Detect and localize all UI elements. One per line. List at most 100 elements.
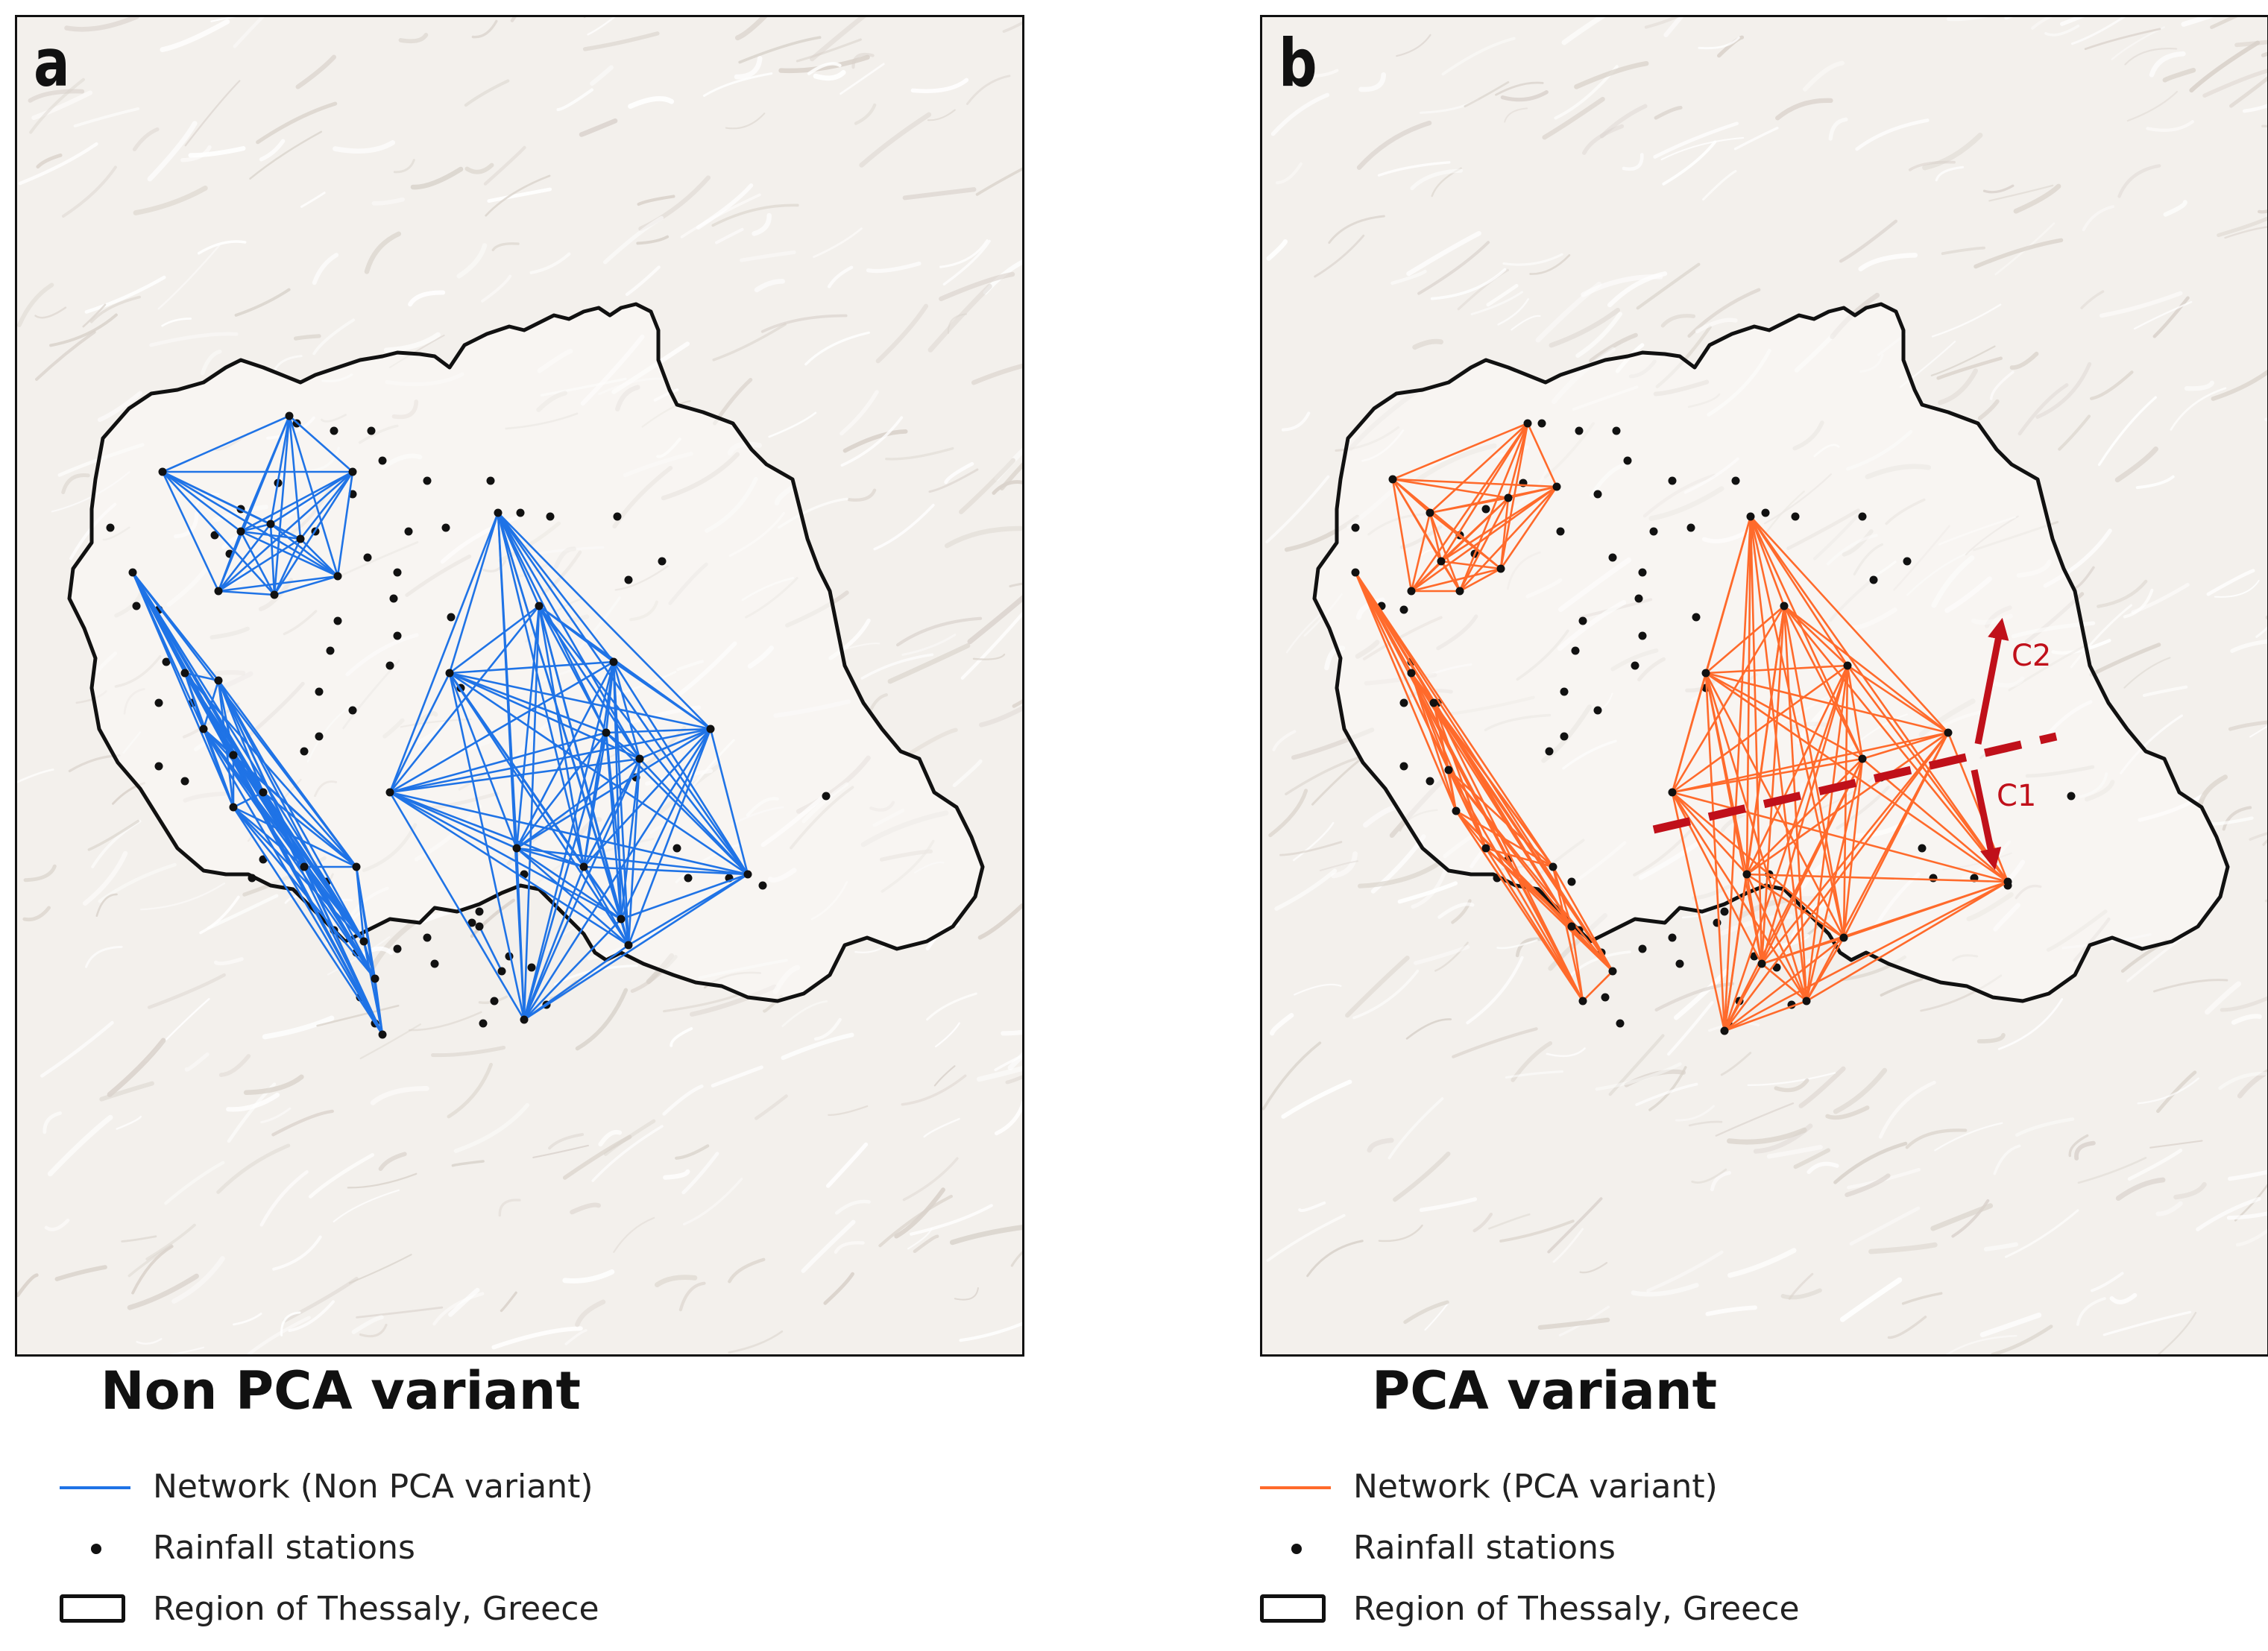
- network-node: [1552, 482, 1561, 491]
- network-edge: [605, 727, 711, 734]
- network-node: [1701, 669, 1710, 678]
- legend-item-stations: Rainfall stations: [1256, 1526, 1927, 1570]
- network-edge: [1432, 702, 1554, 868]
- network-edge: [523, 605, 541, 1020]
- network-edge: [270, 470, 353, 525]
- network-node: [2003, 877, 2012, 886]
- network-node: [579, 862, 588, 871]
- network-edge: [217, 680, 358, 868]
- network-node: [1407, 587, 1416, 596]
- network-node: [617, 915, 626, 924]
- network-edge: [583, 728, 711, 868]
- network-edge: [1862, 731, 1949, 760]
- station-dot-symbol: [1291, 1544, 1302, 1554]
- network-node: [624, 941, 633, 950]
- network-node: [259, 788, 268, 797]
- station-dot: [393, 944, 402, 953]
- network-edge: [523, 866, 585, 1020]
- station-dot: [486, 476, 495, 485]
- network-edge: [639, 727, 711, 760]
- network-edge: [1447, 769, 1614, 972]
- network-edge: [1354, 572, 1458, 812]
- network-edge: [1745, 516, 1752, 875]
- station-dot: [1571, 646, 1580, 655]
- network-edge: [1671, 792, 1808, 1002]
- station-dot: [404, 527, 413, 536]
- network-edge: [1499, 486, 1558, 569]
- network-node: [1388, 475, 1397, 484]
- network-edge: [1429, 496, 1509, 514]
- network-edge: [1411, 485, 1557, 593]
- network-edge: [273, 415, 291, 596]
- network-edge: [1484, 847, 1584, 1002]
- network-node: [1780, 602, 1789, 610]
- network-edge: [1705, 664, 1848, 675]
- panel-title-b: PCA variant: [1372, 1360, 1718, 1421]
- network-edge: [582, 758, 641, 868]
- network-edge: [1392, 422, 1528, 481]
- network-edge: [240, 470, 353, 533]
- network-edge: [583, 865, 749, 876]
- network-node: [1839, 933, 1848, 942]
- network-edge: [233, 791, 264, 809]
- station-dot: [300, 747, 309, 756]
- network-edge: [232, 806, 377, 979]
- station-dot: [1608, 553, 1617, 562]
- network-edge: [1761, 963, 1807, 1002]
- network-edge: [239, 531, 276, 596]
- station-dot: [613, 512, 622, 521]
- legend-label-region: Region of Thessaly, Greece: [153, 1590, 599, 1628]
- network-edge: [516, 847, 622, 921]
- network-edge: [1749, 516, 1786, 607]
- network-edge: [1432, 702, 1573, 927]
- network-edge: [389, 791, 629, 947]
- network-edge: [218, 575, 338, 593]
- network-edge: [184, 672, 357, 868]
- network-edge: [1761, 936, 1845, 965]
- station-dot: [1761, 508, 1770, 517]
- network-edge: [162, 470, 338, 578]
- network-edge: [1485, 847, 1613, 972]
- network-edge: [1760, 605, 1786, 965]
- network-node: [300, 862, 309, 871]
- network-edge: [1429, 423, 1528, 514]
- network-node: [1496, 564, 1505, 573]
- station-dot: [363, 553, 372, 562]
- station-dot: [1560, 687, 1569, 696]
- network-edge: [217, 680, 235, 756]
- network-edge: [1429, 511, 1502, 570]
- network-node: [214, 676, 223, 685]
- network-edge: [217, 531, 242, 592]
- network-edge: [1843, 880, 2009, 939]
- station-dot: [490, 997, 499, 1006]
- network-node: [296, 534, 305, 543]
- network-edge: [1485, 847, 1554, 868]
- network-edge: [1432, 702, 1584, 1002]
- network-edge: [449, 672, 711, 730]
- network-edge: [639, 758, 749, 875]
- map-canvas-b: C2 C1: [1262, 17, 2267, 1354]
- legend-a: Network (Non PCA variant) Rainfall stati…: [56, 1465, 727, 1644]
- network-edge: [1672, 791, 2009, 883]
- network-node: [512, 844, 521, 853]
- station-dot: [1545, 747, 1554, 756]
- network-edge: [1805, 937, 1845, 1002]
- station-dot: [333, 616, 342, 625]
- network-node: [180, 669, 189, 678]
- network-edge: [516, 847, 629, 946]
- network-edge: [1783, 605, 1808, 1002]
- network-edge: [1672, 731, 1949, 794]
- network-edge: [627, 758, 641, 946]
- network-edge: [1704, 672, 1808, 1002]
- station-dot: [1692, 613, 1701, 622]
- network-edge: [1749, 516, 1845, 938]
- network-edge: [1723, 874, 1748, 1032]
- network-edge: [1526, 423, 1558, 487]
- network-node: [229, 751, 238, 760]
- network-edge: [1458, 497, 1510, 592]
- network-edge: [538, 605, 585, 868]
- station-dot: [1612, 426, 1621, 435]
- network-edge: [389, 727, 711, 794]
- station-dot: [1675, 959, 1684, 968]
- cluster-label-c1: C1: [1997, 779, 2036, 813]
